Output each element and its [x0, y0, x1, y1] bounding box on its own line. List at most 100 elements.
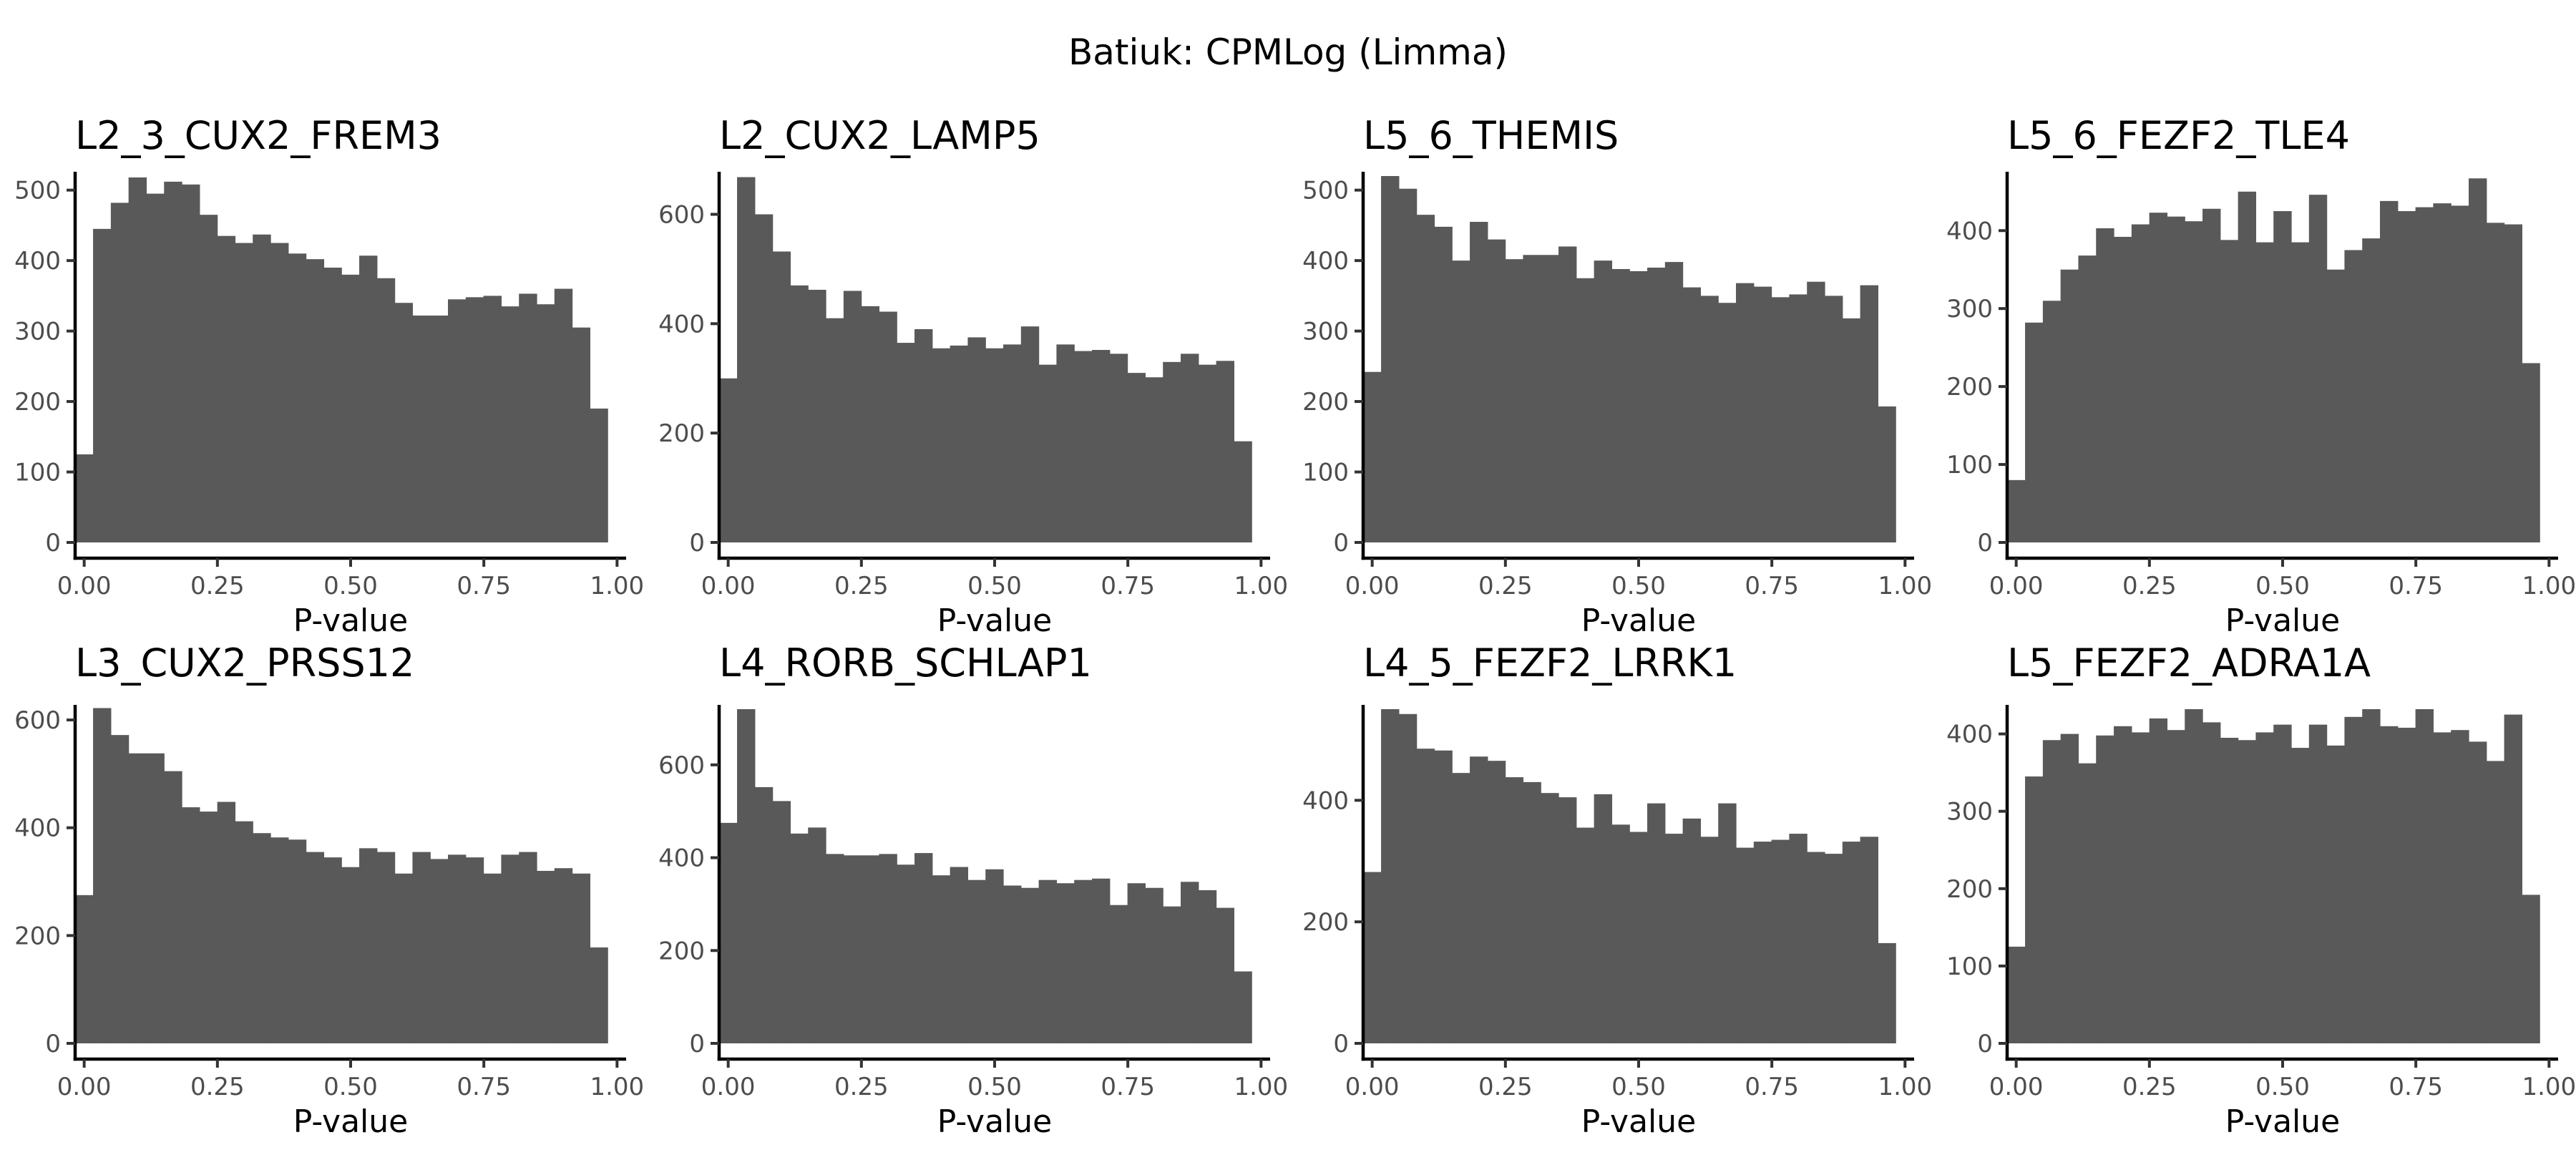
histogram-bar	[790, 833, 809, 1043]
histogram-bar	[412, 852, 431, 1043]
histogram-bar	[306, 259, 325, 542]
x-axis-title: P-value	[937, 603, 1052, 639]
histogram-bar	[1074, 351, 1093, 542]
x-tick-label: 0.00	[1989, 572, 2044, 600]
histogram-bar	[1647, 803, 1666, 1043]
histogram-bar	[1736, 847, 1755, 1043]
histogram-bar	[2202, 208, 2221, 542]
histogram-bar	[253, 234, 271, 542]
y-tick-label: 400	[1302, 786, 1349, 815]
histogram-bar	[1216, 907, 1234, 1043]
histogram-panel: L5_6_FEZF2_TLE4 0 100 200 300 400 0.00 0.25 0.50…	[1946, 113, 2576, 639]
x-tick-label: 0.50	[967, 1073, 1022, 1101]
histogram-bar	[93, 708, 112, 1043]
x-tick-label: 0.75	[457, 1073, 511, 1101]
histogram-bar	[1541, 255, 1559, 542]
histogram-bar	[448, 854, 467, 1043]
y-tick-label: 600	[658, 751, 705, 780]
histogram-bar	[843, 291, 862, 542]
histogram-bar	[341, 274, 360, 542]
histogram-bar	[2167, 216, 2185, 542]
histogram-bar	[1842, 318, 1861, 542]
histogram-bar	[2451, 205, 2469, 542]
x-tick-label: 1.00	[590, 572, 644, 600]
histogram-bar	[985, 869, 1004, 1043]
panel-title: L4_5_FEZF2_LRRK1	[1363, 640, 1737, 686]
histogram-bar	[376, 852, 396, 1043]
histogram-bar	[359, 848, 378, 1043]
histogram-bar	[376, 278, 396, 542]
x-tick-label: 0.50	[1611, 572, 1666, 600]
y-tick-label: 100	[14, 459, 61, 487]
y-tick-label: 200	[14, 922, 61, 950]
histogram-bar	[235, 243, 253, 542]
histogram-bar	[1576, 827, 1595, 1043]
histogram-bar	[270, 243, 289, 542]
y-tick-label: 100	[1946, 952, 1993, 981]
histogram-bar	[1038, 879, 1058, 1043]
panels: L2_3_CUX2_FREM3 0 100 200 300 400 500 0.00 0.25 0…	[14, 113, 2576, 1140]
histogram-bar	[1878, 942, 1896, 1043]
histogram-bar	[537, 304, 555, 542]
histogram-bar	[1234, 441, 1252, 542]
histogram-bar	[1682, 287, 1702, 542]
histogram-bar	[1470, 222, 1488, 542]
x-tick-label: 0.25	[190, 1073, 245, 1101]
y-tick-label: 200	[1946, 373, 1993, 401]
histogram-bar	[1470, 756, 1488, 1043]
histogram-bar	[519, 852, 537, 1043]
x-tick-label: 0.75	[1101, 1073, 1155, 1101]
histogram-bar	[253, 833, 271, 1043]
histogram-bar	[2451, 730, 2469, 1043]
histogram-bar	[1163, 361, 1181, 542]
histogram-bar	[1594, 260, 1613, 542]
histogram-bar	[483, 873, 502, 1043]
histogram-bar	[1576, 278, 1595, 542]
histogram-bar	[2025, 776, 2044, 1043]
y-tick-label: 0	[45, 529, 61, 557]
histogram-bar	[1771, 297, 1790, 542]
y-tick-label: 400	[1946, 217, 1993, 245]
histogram-bar	[2042, 740, 2062, 1043]
panel-title: L2_CUX2_LAMP5	[719, 113, 1040, 158]
x-tick-label: 0.25	[2122, 572, 2177, 600]
histogram-bar	[465, 857, 484, 1043]
x-tick-label: 1.00	[2522, 1073, 2576, 1101]
histogram-bar	[2131, 732, 2150, 1043]
x-tick-label: 0.50	[2255, 572, 2310, 600]
histogram-bar	[235, 821, 253, 1043]
x-axis-title: P-value	[1581, 1103, 1696, 1140]
histogram-bar	[93, 228, 112, 542]
histogram-bar	[1020, 887, 1040, 1043]
panel-title: L5_6_THEMIS	[1363, 113, 1619, 158]
histogram-bar	[1145, 887, 1163, 1043]
histogram-bar	[1505, 777, 1524, 1043]
histogram-bar	[182, 807, 200, 1043]
histogram-bar	[483, 296, 502, 542]
histogram-bar	[1198, 890, 1217, 1043]
histogram-bar	[1541, 793, 1559, 1043]
histogram-bar	[110, 735, 130, 1043]
histogram-bar	[1003, 344, 1022, 542]
histogram-bar	[572, 327, 590, 542]
histogram-bar	[75, 895, 94, 1043]
histogram-bar	[394, 873, 414, 1043]
histogram-bar	[772, 251, 791, 542]
histogram-bar	[1753, 286, 1772, 542]
x-axis-title: P-value	[293, 1103, 408, 1140]
histogram-bar	[2255, 242, 2274, 542]
histogram-bar	[2078, 763, 2097, 1043]
y-tick-label: 500	[1302, 177, 1349, 205]
histogram-bar	[199, 215, 218, 542]
histogram-bar	[790, 285, 809, 542]
y-tick-label: 400	[1302, 247, 1349, 276]
histogram-bar	[501, 854, 519, 1043]
histogram-bar	[146, 193, 165, 542]
histogram-bar	[2131, 224, 2150, 542]
histogram-bar	[1198, 364, 1217, 542]
x-tick-label: 1.00	[1878, 572, 1932, 600]
histogram-bar	[2025, 322, 2044, 542]
histogram-panel: L2_CUX2_LAMP5 0 200 400 600 0.00 0.25 0.50 0.75 1…	[658, 113, 1288, 639]
histogram-bar	[288, 839, 307, 1043]
